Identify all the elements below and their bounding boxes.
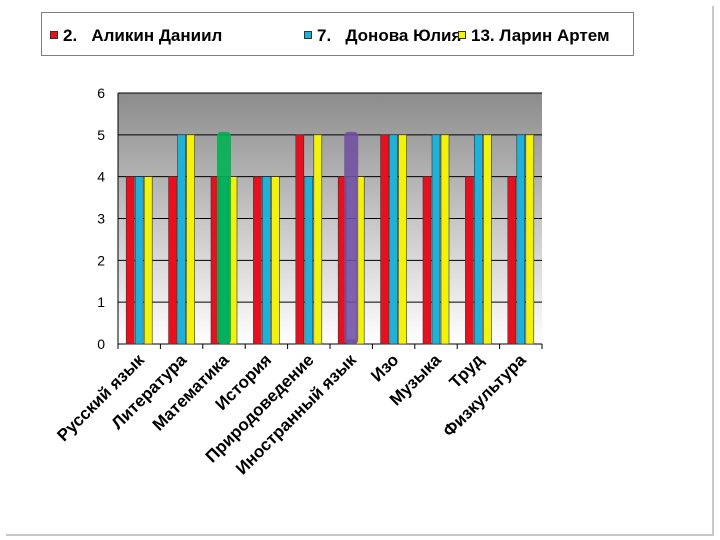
y-tick-label-5: 5 <box>97 127 105 143</box>
slide-border-right <box>712 6 714 536</box>
legend-label-series-3: 13. Ларин Артем <box>471 26 610 45</box>
bar-s2-c8 <box>431 134 441 345</box>
y-tick-label-3: 3 <box>97 211 105 227</box>
bar-s2-c4 <box>262 176 271 345</box>
bar-s3-c1 <box>143 176 153 345</box>
legend-swatch-series-1 <box>50 31 58 39</box>
bar-s3-c2 <box>186 134 195 345</box>
bar-s2-c2 <box>177 134 186 345</box>
legend-label-series-1: 2. Аликин Даниил <box>63 26 223 45</box>
y-tick-label-6: 6 <box>97 85 105 101</box>
bar-s1-c2 <box>168 176 177 345</box>
legend-swatch-series-2 <box>304 31 312 39</box>
highlight-bar-1 <box>217 131 231 344</box>
bar-s3-c7 <box>398 134 407 345</box>
bar-s3-c8 <box>440 134 450 345</box>
y-tick-label-1: 1 <box>97 294 105 310</box>
bar-s2-c10 <box>516 134 526 345</box>
bar-s2-c7 <box>389 134 398 345</box>
chart-legend: 2. Аликин Даниил 7. Донова Юлия 13. Лари… <box>41 12 634 56</box>
bar-s2-c5 <box>304 176 314 345</box>
bar-s3-c9 <box>483 134 492 345</box>
y-tick-label-4: 4 <box>97 169 105 185</box>
x-tick-label-7: Изо <box>367 350 402 385</box>
slide-border-bottom <box>6 534 714 536</box>
bar-s1-c5 <box>295 134 305 345</box>
bar-s1-c10 <box>507 176 517 345</box>
bar-s1-c1 <box>125 176 135 345</box>
bar-s3-c4 <box>271 176 280 345</box>
y-tick-label-0: 0 <box>97 336 105 352</box>
bar-s1-c7 <box>380 134 389 345</box>
legend-swatch-series-3 <box>458 31 466 39</box>
bar-s3-c5 <box>313 134 323 345</box>
bar-s2-c1 <box>134 176 144 345</box>
bar-s1-c8 <box>422 176 432 345</box>
highlight-bar-2 <box>344 131 359 344</box>
bar-s1-c4 <box>253 176 262 345</box>
bar-s3-c10 <box>525 134 535 345</box>
legend-label-series-2: 7. Донова Юлия <box>317 26 462 45</box>
bar-s2-c9 <box>474 134 483 345</box>
bar-s1-c9 <box>465 176 474 345</box>
y-tick-label-2: 2 <box>97 252 105 268</box>
